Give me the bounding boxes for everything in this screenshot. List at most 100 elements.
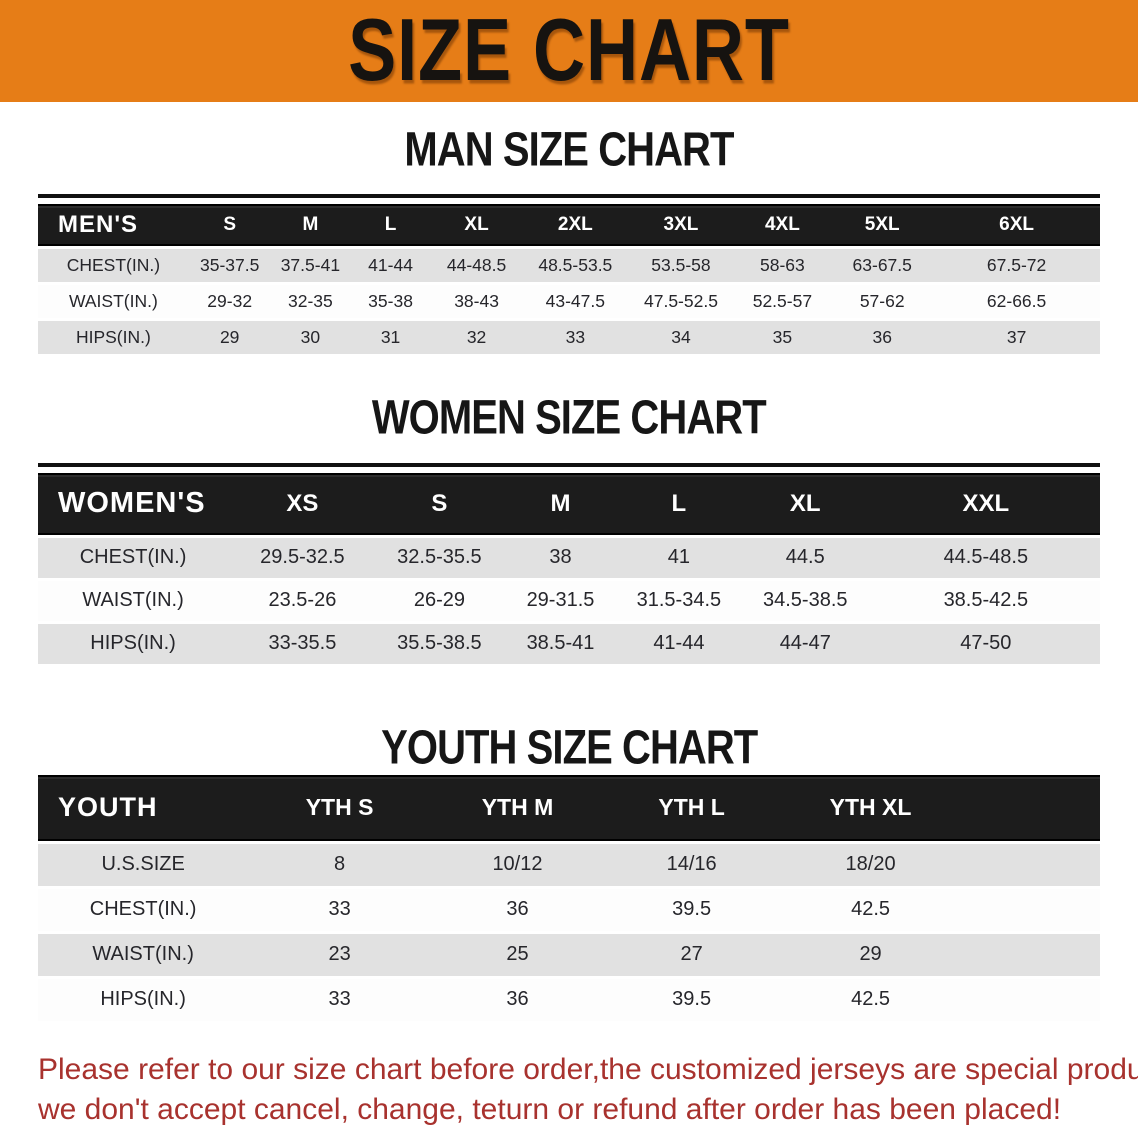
size-value-cell: 52.5-57 (733, 285, 832, 319)
measurement-row: HIPS(IN.) 33 36 39.5 42.5 (38, 978, 1100, 1021)
size-value-cell: 47.5-52.5 (628, 285, 734, 319)
size-value-cell: 36 (831, 321, 934, 355)
size-value-cell: 48.5-53.5 (522, 249, 629, 283)
size-value-cell: 41 (618, 537, 739, 578)
disclaimer-line-1: Please refer to our size chart before or… (38, 1052, 1138, 1086)
size-value-cell: 38.5-41 (502, 623, 619, 664)
size-value-cell: 35.5-38.5 (376, 623, 503, 664)
header-row: YOUTH YTH S YTH M YTH L YTH XL (38, 774, 1100, 841)
row-spacer (961, 843, 1100, 886)
men-table-top-rule (38, 194, 1100, 199)
table-corner-label: YOUTH (38, 774, 249, 841)
size-value-cell: 36 (430, 888, 605, 931)
size-value-cell: 35-38 (350, 285, 431, 319)
size-chart-banner: SIZE CHART (0, 0, 1138, 102)
size-value-cell: 38-43 (430, 285, 523, 319)
measurement-row: WAIST(IN.) 29-32 32-35 35-38 38-43 43-47.5 47.… (38, 285, 1100, 319)
youth-size-table: YOUTH YTH S YTH M YTH L YTH XL U.S.SIZE 8 10/12… (38, 772, 1100, 1024)
size-column-header: YTH M (430, 774, 605, 841)
measure-row-label: HIPS(IN.) (38, 623, 229, 664)
size-column-header: 6XL (933, 204, 1100, 247)
disclaimer-line-2: we don't accept cancel, change, teturn o… (38, 1092, 1062, 1126)
size-value-cell: 39.5 (604, 888, 780, 931)
size-value-cell: 18/20 (779, 843, 962, 886)
size-value-cell: 44.5-48.5 (871, 537, 1100, 578)
size-value-cell: 38.5-42.5 (871, 580, 1100, 621)
measurement-row: WAIST(IN.) 23 25 27 29 (38, 933, 1100, 976)
size-value-cell: 26-29 (376, 580, 503, 621)
table-corner-label: MEN'S (38, 204, 189, 247)
size-value-cell: 33 (248, 978, 431, 1021)
size-column-header: YTH XL (779, 774, 962, 841)
size-value-cell: 42.5 (779, 978, 962, 1021)
size-value-cell: 42.5 (779, 888, 962, 931)
youth-section-heading: YOUTH SIZE CHART (380, 720, 758, 775)
size-value-cell: 41-44 (350, 249, 431, 283)
measurement-row: WAIST(IN.) 23.5-26 26-29 29-31.5 31.5-34.5 34… (38, 580, 1100, 621)
measurement-row: CHEST(IN.) 29.5-32.5 32.5-35.5 38 41 44.5 44.5… (38, 537, 1100, 578)
size-value-cell: 32 (430, 321, 523, 355)
women-table-top-rule (38, 462, 1100, 467)
size-value-cell: 34.5-38.5 (738, 580, 872, 621)
header-spacer (961, 774, 1100, 841)
size-value-cell: 37.5-41 (270, 249, 351, 283)
size-value-cell: 32-35 (270, 285, 351, 319)
measure-row-label: HIPS(IN.) (38, 978, 249, 1021)
measurement-row: U.S.SIZE 8 10/12 14/16 18/20 (38, 843, 1100, 886)
size-value-cell: 14/16 (604, 843, 780, 886)
size-value-cell: 41-44 (618, 623, 739, 664)
size-value-cell: 31.5-34.5 (618, 580, 739, 621)
size-value-cell: 30 (270, 321, 351, 355)
size-column-header: L (350, 204, 431, 247)
size-column-header: 4XL (733, 204, 832, 247)
banner-title: SIZE CHART (348, 1, 790, 100)
measure-row-label: HIPS(IN.) (38, 321, 189, 355)
size-value-cell: 33 (248, 888, 431, 931)
size-value-cell: 57-62 (831, 285, 934, 319)
size-value-cell: 63-67.5 (831, 249, 934, 283)
size-column-header: XL (738, 472, 872, 535)
size-value-cell: 62-66.5 (933, 285, 1100, 319)
size-value-cell: 33-35.5 (228, 623, 377, 664)
size-value-cell: 44-48.5 (430, 249, 523, 283)
size-column-header: S (188, 204, 271, 247)
size-value-cell: 38 (502, 537, 619, 578)
size-value-cell: 29.5-32.5 (228, 537, 377, 578)
size-value-cell: 29 (779, 933, 962, 976)
size-value-cell: 47-50 (871, 623, 1100, 664)
size-column-header: YTH S (248, 774, 431, 841)
size-value-cell: 53.5-58 (628, 249, 734, 283)
size-column-header: 5XL (831, 204, 934, 247)
measure-row-label: CHEST(IN.) (38, 249, 189, 283)
size-column-header: M (502, 472, 619, 535)
women-section-heading: WOMEN SIZE CHART (372, 391, 767, 446)
size-value-cell: 35-37.5 (188, 249, 271, 283)
disclaimer-note: Please refer to our size chart before or… (0, 1050, 1138, 1130)
men-size-table: MEN'S S M L XL 2XL 3XL 4XL 5XL 6XL CHEST(IN.) 35-37… (38, 201, 1100, 357)
size-column-header: 2XL (522, 204, 629, 247)
size-value-cell: 8 (248, 843, 431, 886)
size-value-cell: 29 (188, 321, 271, 355)
size-value-cell: 44-47 (738, 623, 872, 664)
size-value-cell: 27 (604, 933, 780, 976)
size-column-header: M (270, 204, 351, 247)
size-column-header: L (618, 472, 739, 535)
man-section-heading: MAN SIZE CHART (404, 123, 734, 177)
size-column-header: 3XL (628, 204, 734, 247)
size-value-cell: 10/12 (430, 843, 605, 886)
size-value-cell: 58-63 (733, 249, 832, 283)
size-value-cell: 25 (430, 933, 605, 976)
size-value-cell: 34 (628, 321, 734, 355)
size-column-header: XL (430, 204, 523, 247)
measure-row-label: CHEST(IN.) (38, 888, 249, 931)
size-value-cell: 44.5 (738, 537, 872, 578)
header-row: MEN'S S M L XL 2XL 3XL 4XL 5XL 6XL (38, 204, 1100, 247)
size-value-cell: 36 (430, 978, 605, 1021)
size-column-header: XXL (871, 472, 1100, 535)
content: MAN SIZE CHART MEN'S S M L XL 2XL 3XL 4XL 5XL 6XL… (0, 123, 1138, 1024)
measurement-row: CHEST(IN.) 35-37.5 37.5-41 41-44 44-48.5 48.5… (38, 249, 1100, 283)
size-value-cell: 31 (350, 321, 431, 355)
size-value-cell: 35 (733, 321, 832, 355)
measure-row-label: WAIST(IN.) (38, 285, 189, 319)
size-value-cell: 32.5-35.5 (376, 537, 503, 578)
